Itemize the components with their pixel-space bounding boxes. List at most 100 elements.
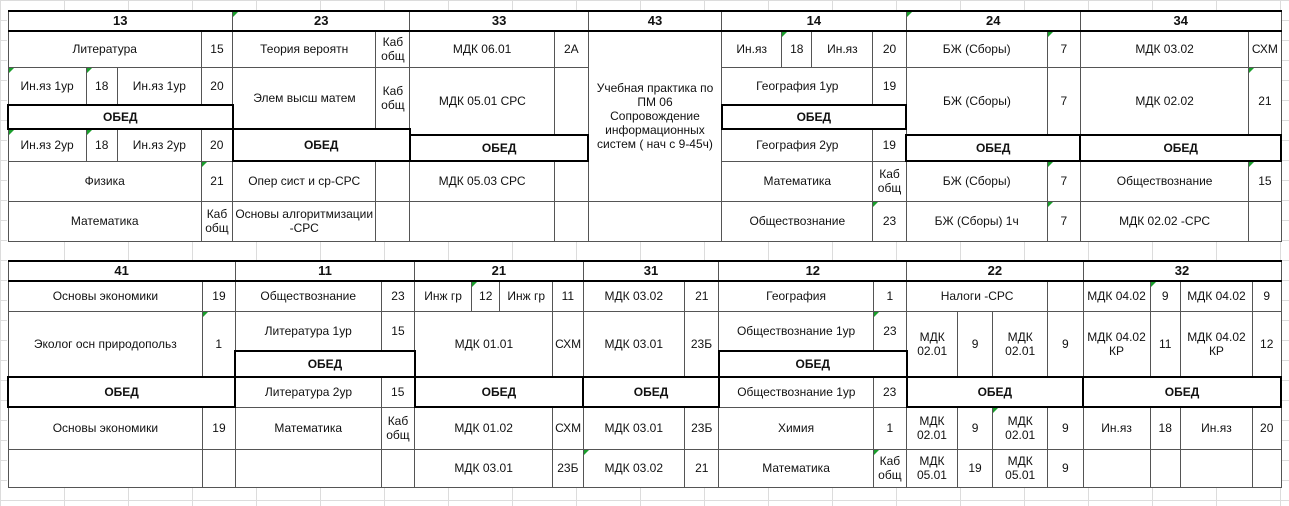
- room-cell[interactable]: 7: [1046, 200, 1081, 242]
- subject-cell[interactable]: МДК 04.02 КР: [1082, 310, 1151, 378]
- room-cell[interactable]: 20: [1251, 406, 1282, 450]
- group-header[interactable]: 33: [409, 10, 589, 32]
- subject-cell[interactable]: Литература 1ур: [234, 310, 382, 352]
- room-cell[interactable]: [1047, 280, 1084, 312]
- subject-cell[interactable]: Опер сист и ср-СРС: [232, 160, 377, 202]
- lunch-cell[interactable]: ОБЕД: [231, 128, 411, 162]
- group-header[interactable]: 13: [7, 10, 234, 32]
- room-cell[interactable]: 19: [956, 448, 994, 488]
- subject-cell[interactable]: БЖ (Сборы): [905, 30, 1048, 68]
- subject-cell[interactable]: Ин.яз 2ур: [7, 128, 87, 162]
- room-cell[interactable]: 9: [1047, 310, 1084, 378]
- subject-cell[interactable]: МДК 05.01 СРС: [409, 66, 555, 136]
- subject-cell[interactable]: Физика: [7, 160, 202, 202]
- room-cell[interactable]: 23: [872, 376, 908, 408]
- subject-cell[interactable]: Ин.яз 1ур: [116, 66, 202, 106]
- room-cell[interactable]: 1: [872, 406, 908, 450]
- subject-cell[interactable]: МДК 05.01: [906, 448, 958, 488]
- subject-cell[interactable]: МДК 02.02 -СРС: [1079, 200, 1250, 242]
- subject-cell[interactable]: Основы экономики: [7, 280, 204, 312]
- group-header[interactable]: 31: [582, 260, 720, 282]
- subject-cell[interactable]: География 1ур: [721, 66, 874, 106]
- subject-cell[interactable]: Математика: [718, 448, 874, 488]
- subject-cell[interactable]: Математика: [7, 200, 202, 242]
- room-cell[interactable]: Каб общ: [375, 66, 411, 130]
- room-cell[interactable]: СХМ: [552, 310, 584, 378]
- room-cell[interactable]: 11: [1149, 310, 1181, 378]
- room-cell[interactable]: Каб общ: [380, 406, 416, 450]
- subject-cell[interactable]: Обществознание: [721, 200, 874, 242]
- room-cell[interactable]: 9: [1047, 406, 1084, 450]
- subject-cell[interactable]: Химия: [718, 406, 874, 450]
- empty-cell[interactable]: [587, 200, 723, 242]
- lunch-cell[interactable]: ОБЕД: [413, 376, 585, 408]
- lunch-cell[interactable]: ОБЕД: [905, 134, 1082, 162]
- room-cell[interactable]: Каб общ: [200, 200, 234, 242]
- lunch-cell[interactable]: ОБЕД: [408, 134, 590, 162]
- subject-cell[interactable]: МДК 03.01: [582, 406, 686, 450]
- room-cell[interactable]: Каб общ: [872, 160, 907, 202]
- subject-cell[interactable]: МДК 04.02: [1082, 280, 1151, 312]
- room-cell[interactable]: 11: [552, 280, 584, 312]
- room-cell[interactable]: 23Б: [683, 406, 720, 450]
- subject-cell[interactable]: МДК 02.01: [992, 406, 1049, 450]
- room-cell[interactable]: [1248, 200, 1282, 242]
- subject-cell[interactable]: МДК 01.02: [414, 406, 554, 450]
- subject-cell[interactable]: МДК 03.01: [414, 448, 554, 488]
- room-cell[interactable]: 9: [1251, 280, 1282, 312]
- room-cell[interactable]: СХМ: [552, 406, 584, 450]
- room-cell[interactable]: 2А: [553, 30, 589, 68]
- subject-cell[interactable]: Инж гр: [499, 280, 554, 312]
- room-cell[interactable]: 20: [872, 30, 907, 68]
- room-cell[interactable]: [553, 200, 589, 242]
- subject-cell[interactable]: БЖ (Сборы): [905, 66, 1048, 136]
- group-header[interactable]: 12: [718, 260, 908, 282]
- subject-cell[interactable]: Основы алгоритмизации -СРС: [232, 200, 377, 242]
- lunch-cell[interactable]: ОБЕД: [720, 104, 908, 130]
- empty-cell[interactable]: [234, 448, 382, 488]
- subject-cell[interactable]: БЖ (Сборы): [905, 160, 1048, 202]
- empty-cell[interactable]: [1251, 448, 1282, 488]
- room-cell[interactable]: 12: [1251, 310, 1282, 378]
- subject-cell[interactable]: МДК 02.01: [906, 406, 958, 450]
- room-cell[interactable]: 21: [1248, 66, 1282, 136]
- room-cell[interactable]: 9: [1047, 448, 1084, 488]
- lunch-cell[interactable]: ОБЕД: [1079, 134, 1282, 162]
- group-header[interactable]: 43: [587, 10, 723, 32]
- room-cell[interactable]: 1: [872, 280, 908, 312]
- empty-cell[interactable]: [380, 448, 416, 488]
- room-cell[interactable]: 19: [202, 280, 236, 312]
- subject-cell[interactable]: География: [718, 280, 874, 312]
- room-cell[interactable]: [553, 66, 589, 136]
- empty-cell[interactable]: [1179, 448, 1253, 488]
- subject-cell[interactable]: БЖ (Сборы) 1ч: [905, 200, 1048, 242]
- subject-cell[interactable]: Обществознание 1ур: [718, 376, 874, 408]
- practice-cell[interactable]: Учебная практика по ПМ 06 Сопровождение …: [587, 30, 723, 202]
- room-cell[interactable]: 1: [202, 310, 236, 378]
- subject-cell[interactable]: Основы экономики: [7, 406, 204, 450]
- room-cell[interactable]: СХМ: [1248, 30, 1282, 68]
- subject-cell[interactable]: Налоги -СРС: [906, 280, 1049, 312]
- subject-cell[interactable]: Обществознание: [1079, 160, 1250, 202]
- group-header[interactable]: 11: [234, 260, 416, 282]
- subject-cell[interactable]: Ин.яз 1ур: [7, 66, 87, 106]
- room-cell[interactable]: 15: [380, 310, 416, 352]
- subject-cell[interactable]: МДК 03.02: [1079, 30, 1250, 68]
- room-cell[interactable]: 7: [1046, 30, 1081, 68]
- room-cell[interactable]: Каб общ: [872, 448, 908, 488]
- room-cell[interactable]: 19: [872, 66, 907, 106]
- lunch-cell[interactable]: ОБЕД: [7, 104, 234, 130]
- room-cell[interactable]: 23Б: [683, 310, 720, 378]
- room-cell[interactable]: 23: [380, 280, 416, 312]
- empty-cell[interactable]: [1149, 448, 1181, 488]
- group-header[interactable]: 34: [1079, 10, 1282, 32]
- empty-cell[interactable]: [1082, 448, 1151, 488]
- lunch-cell[interactable]: ОБЕД: [6, 376, 237, 408]
- subject-cell[interactable]: Обществознание 1ур: [718, 310, 874, 352]
- subject-cell[interactable]: Ин.яз: [1082, 406, 1151, 450]
- room-cell[interactable]: 9: [1149, 280, 1181, 312]
- empty-cell[interactable]: [7, 448, 204, 488]
- subject-cell[interactable]: МДК 02.01: [906, 310, 958, 378]
- subject-cell[interactable]: МДК 02.02: [1079, 66, 1250, 136]
- group-header[interactable]: 14: [721, 10, 907, 32]
